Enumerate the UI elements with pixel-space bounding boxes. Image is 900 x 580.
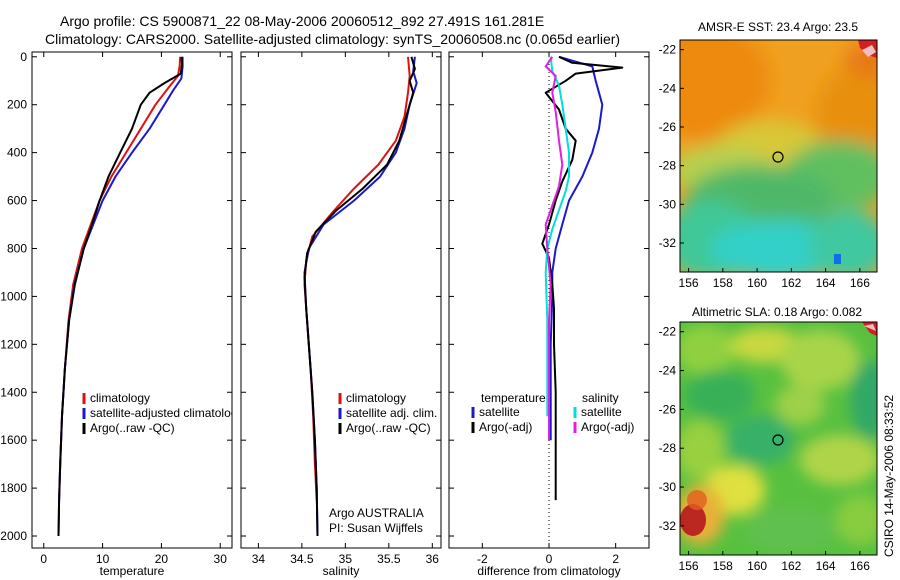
- sla-map-axes: 156 158 160 162 164 166 -22 -24 -26 -28 -30 -32: [659, 325, 871, 573]
- x-tick-label: 34: [252, 552, 266, 566]
- map-x-tick-label: 162: [781, 559, 801, 573]
- y-tick-label: 400: [7, 146, 27, 160]
- sst-map-axes: 156 158 160 162 164 166 -22 -24 -26 -28 -30 -32: [659, 43, 871, 290]
- x-tick-label: 20: [155, 552, 169, 566]
- legend-label: climatology: [90, 391, 150, 405]
- salinity-panel: 34 34.5 35 35.5 36 salinity climatologysatelli…: [240, 51, 442, 578]
- temperature-panel: 0 10 20 30 0 200 400 600 800 1000 1200 1400 1600 1800…: [0, 50, 243, 578]
- y-tick-label: 0: [20, 50, 27, 64]
- x-tick-label: 34.5: [290, 552, 314, 566]
- series-line-salinity-argo-adj-: [544, 56, 564, 441]
- map-y-tick-label: -24: [659, 364, 677, 378]
- map-x-tick-label: 166: [850, 559, 870, 573]
- x-tick-label: -2: [477, 552, 488, 566]
- series-line-argo-raw-qc-: [303, 56, 416, 537]
- map-x-tick-label: 158: [713, 559, 733, 573]
- map-y-tick-label: -24: [659, 81, 677, 95]
- map-x-tick-label: 166: [850, 276, 870, 290]
- series-line-salinity-satellite: [544, 56, 570, 417]
- x-tick-label: 35: [339, 552, 353, 566]
- legend-label: Argo(-adj): [479, 420, 532, 434]
- sla-map-frame: [679, 321, 878, 556]
- map-x-tick-label: 164: [816, 276, 836, 290]
- map-y-tick-label: -26: [659, 120, 677, 134]
- x-axis-label: difference from climatology: [477, 564, 620, 578]
- series-line-argo-raw-qc-: [57, 56, 183, 537]
- x-tick-label: 2: [612, 552, 619, 566]
- y-tick-label: 600: [7, 194, 27, 208]
- difference-legend: temperaturesatelliteArgo(-adj)salinitysa…: [471, 391, 634, 434]
- map-y-tick-label: -30: [659, 480, 677, 494]
- y-tick-label: 2000: [0, 529, 27, 543]
- x-axis-label: temperature: [100, 564, 165, 578]
- figure-title-line1: Argo profile: CS 5900871_22 08-May-2006 …: [60, 13, 544, 29]
- panel-frame: [31, 51, 233, 549]
- sst-map-title: AMSR-E SST: 23.4 Argo: 23.5: [698, 20, 858, 34]
- figure-title-line2: Climatology: CARS2000. Satellite-adjuste…: [45, 31, 620, 47]
- map-y-tick-label: -22: [659, 43, 677, 57]
- legend-label: Argo(..raw -QC): [90, 421, 175, 435]
- y-tick-label: 1600: [0, 433, 27, 447]
- x-tick-label: 10: [96, 552, 110, 566]
- x-tick-label: 36: [426, 552, 440, 566]
- map-y-tick-label: -32: [659, 519, 677, 533]
- legend-group-title: salinity: [582, 391, 619, 405]
- map-y-tick-label: -32: [659, 236, 677, 250]
- series-line-temperature-satellite: [549, 55, 604, 441]
- y-tick-label: 800: [7, 241, 27, 255]
- series-line-temperature-argo-adj-: [541, 55, 624, 501]
- map-y-tick-label: -30: [659, 197, 677, 211]
- legend-label: satellite-adjusted climatology: [90, 406, 243, 420]
- legend-label: satellite: [479, 405, 520, 419]
- map-x-tick-label: 160: [747, 276, 767, 290]
- legend-label: Argo(-adj): [581, 420, 634, 434]
- sla-float-marker: [772, 434, 784, 446]
- x-tick-label: 35.5: [377, 552, 401, 566]
- x-axis-label: salinity: [323, 564, 360, 578]
- panel-frame: [240, 51, 442, 549]
- y-tick-label: 1200: [0, 337, 27, 351]
- map-y-tick-label: -28: [659, 441, 677, 455]
- x-tick-label: 0: [546, 552, 553, 566]
- legend-label: satellite adj. clim.: [346, 406, 437, 420]
- map-y-tick-label: -22: [659, 325, 677, 339]
- annotation-line2: PI: Susan Wijffels: [329, 521, 423, 535]
- map-x-tick-label: 160: [747, 559, 767, 573]
- y-tick-label: 1400: [0, 385, 27, 399]
- sst-map-image: [680, 40, 877, 272]
- legend-label: satellite: [581, 405, 622, 419]
- sst-float-marker: [772, 151, 784, 163]
- y-tick-label: 200: [7, 98, 27, 112]
- map-x-tick-label: 164: [816, 559, 836, 573]
- sla-map-image: [680, 322, 877, 555]
- sla-map-title: Altimetric SLA: 0.18 Argo: 0.082: [692, 305, 862, 319]
- legend-label: Argo(..raw -QC): [346, 421, 431, 435]
- y-tick-label: 1000: [0, 289, 27, 303]
- map-y-tick-label: -28: [659, 159, 677, 173]
- x-tick-label: 30: [214, 552, 228, 566]
- series-line-satellite-adjusted-climatology: [57, 56, 184, 537]
- sst-map-frame: [679, 39, 878, 273]
- legend-label: climatology: [346, 391, 406, 405]
- map-x-tick-label: 156: [679, 276, 699, 290]
- annotation-line1: Argo AUSTRALIA: [329, 506, 424, 520]
- map-x-tick-label: 162: [781, 276, 801, 290]
- credit-text: CSIRO 14-May-2006 08:33:52: [882, 395, 896, 557]
- legend-group-title: temperature: [481, 391, 546, 405]
- map-x-tick-label: 158: [713, 276, 733, 290]
- y-tick-label: 1800: [0, 481, 27, 495]
- map-x-tick-label: 156: [679, 559, 699, 573]
- x-tick-label: 0: [40, 552, 47, 566]
- map-y-tick-label: -26: [659, 402, 677, 416]
